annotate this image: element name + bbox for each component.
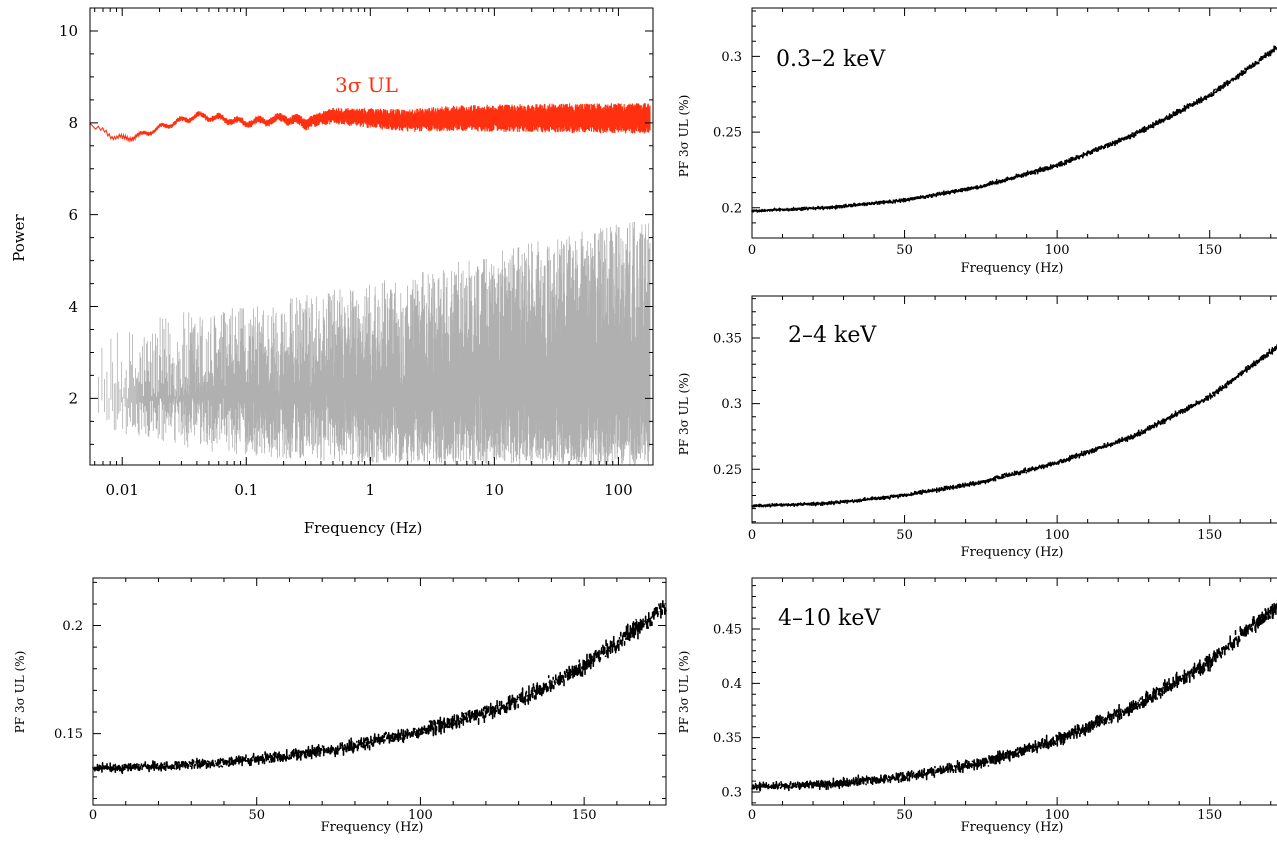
x-tick-label: 0.01: [106, 481, 139, 499]
x-tick-label: 100: [1045, 528, 1070, 543]
x-tick-label: 150: [572, 808, 597, 823]
power-spectrum-series: [89, 103, 651, 465]
y-tick-label: 0.4: [721, 677, 742, 692]
y-tick-label: 2: [68, 390, 78, 408]
pf-medium-annotation: 2–4 keV: [788, 323, 877, 348]
pf-total-y-label: PF 3σ UL (%): [13, 651, 27, 734]
pf-medium-series: [751, 344, 1277, 508]
x-tick-label: 50: [896, 808, 913, 823]
x-tick-label: 100: [1045, 243, 1070, 258]
power-spectrum-frame: [89, 7, 654, 466]
x-tick-label: 0: [748, 808, 756, 823]
panel-power-spectrum: 0.01 0.1 1 10 100 2 4 6 8 10 3σ UL Frequency (Hz)…: [10, 7, 654, 537]
pf-soft-tick-labels: 0 50 100 150 0.2 0.25 0.3: [713, 50, 1222, 258]
x-tick-label: 100: [408, 808, 433, 823]
axis-ticks: [751, 578, 1272, 805]
y-tick-label: 0.3: [721, 397, 742, 412]
pf-upper-limit-points: [751, 344, 1277, 508]
y-tick-label: 0.3: [721, 50, 742, 65]
x-tick-label: 50: [248, 808, 265, 823]
axis-ticks: [90, 8, 653, 465]
pf-upper-limit-points: [92, 599, 667, 775]
pf-soft-x-label: Frequency (Hz): [961, 261, 1064, 276]
pf-hard-annotation: 4–10 keV: [778, 606, 881, 631]
y-tick-label: 0.35: [713, 731, 742, 746]
power-spectrum-annotation: 3σ UL: [335, 73, 398, 97]
x-tick-label: 150: [1197, 808, 1222, 823]
x-tick-label: 100: [604, 481, 633, 499]
pf-total-frame: [92, 577, 667, 806]
power-spectrum-ticks: [90, 8, 653, 465]
power-spectrum-y-label: Power: [10, 213, 28, 261]
y-tick-label: 0.35: [713, 332, 742, 347]
pf-hard-tick-labels: 0 50 100 150 0.3 0.35 0.4 0.45: [713, 623, 1222, 823]
x-tick-label: 150: [1197, 528, 1222, 543]
axis-ticks: [751, 8, 1272, 239]
x-tick-label: 10: [485, 481, 504, 499]
pf-total-ticks: [92, 578, 666, 805]
pf-hard-y-label: PF 3σ UL (%): [677, 651, 691, 734]
pf-soft-ticks: [751, 8, 1272, 239]
x-tick-label: 100: [1045, 808, 1070, 823]
x-tick-label: 150: [1197, 243, 1222, 258]
y-tick-label: 0.45: [713, 623, 742, 638]
x-tick-label: 0: [748, 243, 756, 258]
x-tick-label: 0.1: [234, 481, 258, 499]
axis-ticks: [92, 578, 666, 805]
pf-soft-y-label: PF 3σ UL (%): [677, 95, 691, 178]
power-spectrum-x-label: Frequency (Hz): [304, 519, 423, 537]
y-tick-label: 0.2: [721, 201, 742, 216]
axis-ticks: [751, 296, 1272, 523]
pf-total-x-label: Frequency (Hz): [321, 820, 424, 835]
y-tick-label: 8: [68, 114, 78, 132]
y-tick-label: 0.2: [62, 619, 83, 634]
upper-limit-line: [89, 103, 651, 143]
pf-hard-frame: [751, 577, 1277, 806]
panel-pf-total: 0 50 100 150 0.15 0.2 Frequency (Hz) PF 3σ UL…: [13, 577, 667, 835]
y-tick-label: 0.25: [713, 463, 742, 478]
panel-pf-hard: 0 50 100 150 0.3 0.35 0.4 0.45 4–10 keV Frequen…: [677, 577, 1277, 835]
pf-medium-frame: [751, 295, 1277, 524]
pf-hard-x-label: Frequency (Hz): [961, 820, 1064, 835]
pf-total-tick-labels: 0 50 100 150 0.15 0.2: [54, 619, 597, 823]
x-tick-label: 1: [366, 481, 376, 499]
y-tick-label: 4: [68, 298, 78, 316]
pf-soft-annotation: 0.3–2 keV: [776, 47, 886, 72]
y-tick-label: 10: [59, 22, 78, 40]
y-tick-label: 0.3: [721, 786, 742, 801]
pf-medium-ticks: [751, 296, 1272, 523]
x-tick-label: 50: [896, 243, 913, 258]
pf-total-series: [92, 599, 667, 775]
panel-pf-soft: 0 50 100 150 0.2 0.25 0.3 0.3–2 keV Frequency …: [677, 7, 1277, 276]
pf-medium-tick-labels: 0 50 100 150 0.25 0.3 0.35: [713, 332, 1222, 543]
panel-pf-medium: 0 50 100 150 0.25 0.3 0.35 2–4 keV Frequency (…: [677, 295, 1277, 560]
y-tick-label: 6: [68, 206, 78, 224]
y-tick-label: 0.25: [713, 126, 742, 141]
y-tick-label: 0.15: [54, 727, 83, 742]
x-tick-label: 0: [748, 528, 756, 543]
pf-hard-ticks: [751, 578, 1272, 805]
pf-medium-x-label: Frequency (Hz): [961, 545, 1064, 560]
pf-soft-frame: [751, 7, 1277, 239]
power-spectrum-tick-labels: 0.01 0.1 1 10 100 2 4 6 8 10: [59, 22, 633, 499]
x-tick-label: 0: [89, 808, 97, 823]
pf-medium-y-label: PF 3σ UL (%): [677, 373, 691, 456]
x-tick-label: 50: [896, 528, 913, 543]
noise-spectrum-line: [90, 221, 651, 465]
